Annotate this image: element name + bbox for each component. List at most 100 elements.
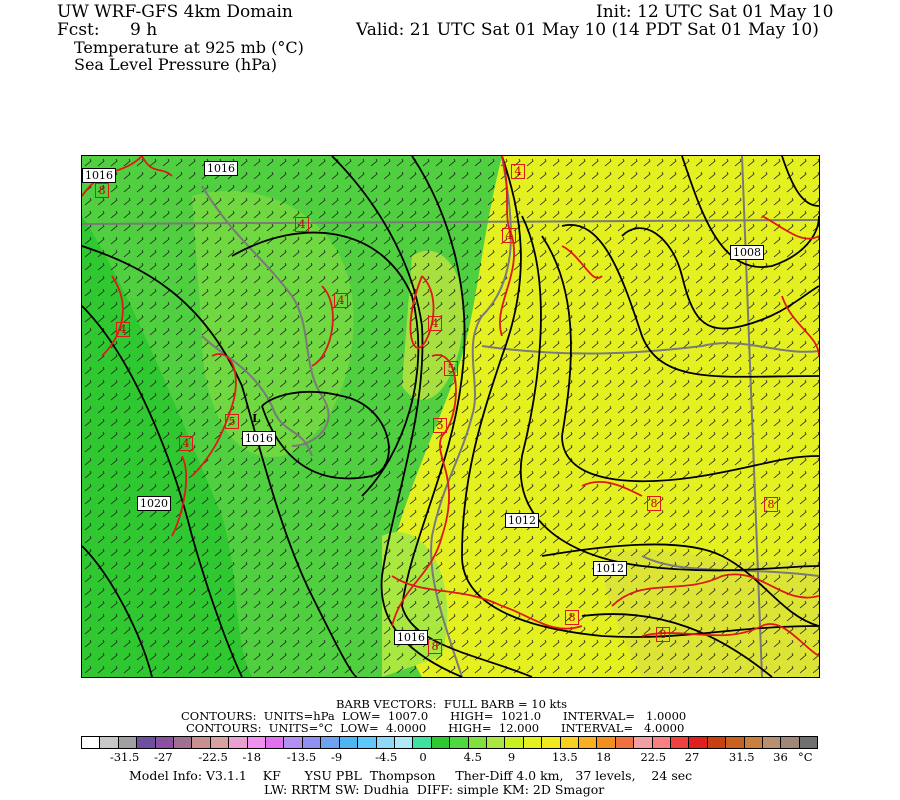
color-swatch	[671, 737, 690, 748]
color-swatch	[321, 737, 340, 748]
color-tick-label: -13.5	[286, 750, 317, 764]
color-swatch	[155, 737, 175, 748]
forecast-label: Fcst:	[57, 20, 100, 40]
color-tick-label: -22.5	[198, 750, 228, 764]
field-title-temperature: Temperature at 925 mb (°C)	[74, 38, 304, 57]
color-swatch	[210, 737, 230, 748]
temperature-label: 8	[656, 627, 670, 642]
color-swatch	[174, 737, 193, 748]
temperature-label: 4	[116, 322, 130, 337]
color-swatch	[450, 737, 469, 748]
color-tick-label: -18	[242, 750, 262, 764]
wind-barbs	[82, 156, 819, 677]
isobar-label: 1008	[730, 245, 764, 260]
isobars	[82, 156, 819, 677]
color-tick-label: -27	[154, 750, 173, 764]
color-scale-bar	[81, 736, 818, 749]
temperature-label: 4	[179, 436, 193, 451]
color-tick-label: 0	[419, 750, 427, 764]
color-swatch	[799, 737, 818, 748]
isobar-label: 1016	[242, 431, 276, 446]
barb-legend: BARB VECTORS: FULL BARB = 10 kts	[336, 697, 568, 711]
color-tick-label: 27	[684, 750, 700, 764]
temperature-label: 8	[428, 639, 442, 654]
temperature-contour-legend: CONTOURS: UNITS=°C LOW= 4.0000 HIGH= 12.…	[186, 721, 685, 735]
color-swatch	[413, 737, 432, 748]
temperature-label: 4	[511, 164, 525, 179]
color-tick-label: -9	[330, 750, 343, 764]
color-swatch	[394, 737, 414, 748]
color-swatch	[468, 737, 487, 748]
color-swatch	[486, 737, 506, 748]
color-swatch	[118, 737, 138, 748]
color-tick-label: 4.5	[463, 750, 482, 764]
color-swatch	[229, 737, 248, 748]
color-swatch	[597, 737, 616, 748]
temperature-label: 8	[95, 183, 109, 198]
temperature-label: 8	[764, 497, 778, 512]
color-swatch	[615, 737, 635, 748]
color-tick-label: °C	[798, 750, 813, 764]
physics-info: LW: RRTM SW: Dudhia DIFF: simple KM: 2D …	[264, 782, 605, 797]
valid-time: Valid: 21 UTC Sat 01 May 10 (14 PDT Sat …	[356, 20, 819, 40]
init-time: Init: 12 UTC Sat 01 May 10	[596, 2, 834, 22]
color-tick-label: 31.5	[728, 750, 755, 764]
color-swatch	[247, 737, 267, 748]
field-title-pressure: Sea Level Pressure (hPa)	[74, 55, 278, 74]
color-swatch	[376, 737, 395, 748]
isobar-label: 1012	[593, 561, 627, 576]
color-swatch	[192, 737, 211, 748]
forecast-hour: 9 h	[130, 20, 158, 40]
color-scale-ticks: -31.5 -27 -22.5 -18 -13.5 -9 -4.5 0 4.5 9 13.5 18 22…	[81, 750, 818, 764]
color-swatch	[523, 737, 543, 748]
color-swatch	[781, 737, 800, 748]
temperature-contours	[82, 156, 819, 657]
isobar-label: 1012	[505, 513, 539, 528]
color-swatch	[707, 737, 727, 748]
color-swatch	[431, 737, 451, 748]
color-swatch	[726, 737, 745, 748]
color-swatch	[100, 737, 119, 748]
model-info: Model Info: V3.1.1 KF YSU PBL Thompson T…	[129, 768, 693, 783]
isobar-label: 1016	[394, 630, 428, 645]
color-swatch	[284, 737, 303, 748]
temperature-label: 5	[433, 418, 447, 433]
color-swatch	[744, 737, 764, 748]
color-tick-label: 9	[507, 750, 516, 764]
forecast-map: 1016 1016 1016 1020 1012 1012 1016 1008 …	[81, 155, 820, 678]
low-pressure-marker: L	[252, 412, 260, 425]
color-tick-label: 13.5	[552, 750, 578, 764]
color-tick-label: 36	[773, 750, 788, 764]
color-tick-label: -4.5	[375, 750, 398, 764]
color-swatch	[578, 737, 598, 748]
color-tick-label: -31.5	[109, 750, 140, 764]
color-swatch	[652, 737, 671, 748]
pressure-contour-legend: CONTOURS: UNITS=hPa LOW= 1007.0 HIGH= 10…	[181, 709, 687, 723]
isobar-label: 1016	[82, 168, 116, 183]
color-swatch	[137, 737, 156, 748]
isobar-label: 1020	[137, 496, 171, 511]
color-swatch	[266, 737, 285, 748]
color-swatch	[763, 737, 782, 748]
temperature-label: 5	[444, 361, 458, 376]
color-swatch	[302, 737, 322, 748]
color-swatch	[560, 737, 579, 748]
color-swatch	[505, 737, 524, 748]
isobar-label: 1016	[204, 161, 238, 176]
color-swatch	[634, 737, 653, 748]
geographic-borders	[82, 156, 819, 677]
color-swatch	[82, 737, 101, 748]
temperature-label: 4	[295, 217, 309, 232]
temperature-label: 4	[428, 316, 442, 331]
color-tick-label: 18	[596, 750, 611, 764]
color-tick-label: 22.5	[640, 750, 667, 764]
domain-title: UW WRF-GFS 4km Domain	[57, 2, 293, 22]
color-swatch	[339, 737, 359, 748]
temperature-label: 8	[565, 610, 579, 625]
color-swatch	[689, 737, 708, 748]
color-swatch	[542, 737, 561, 748]
temperature-label: 4	[334, 293, 348, 308]
temperature-label: 5	[225, 414, 239, 429]
color-swatch	[358, 737, 377, 748]
temperature-label: 4	[502, 228, 516, 243]
